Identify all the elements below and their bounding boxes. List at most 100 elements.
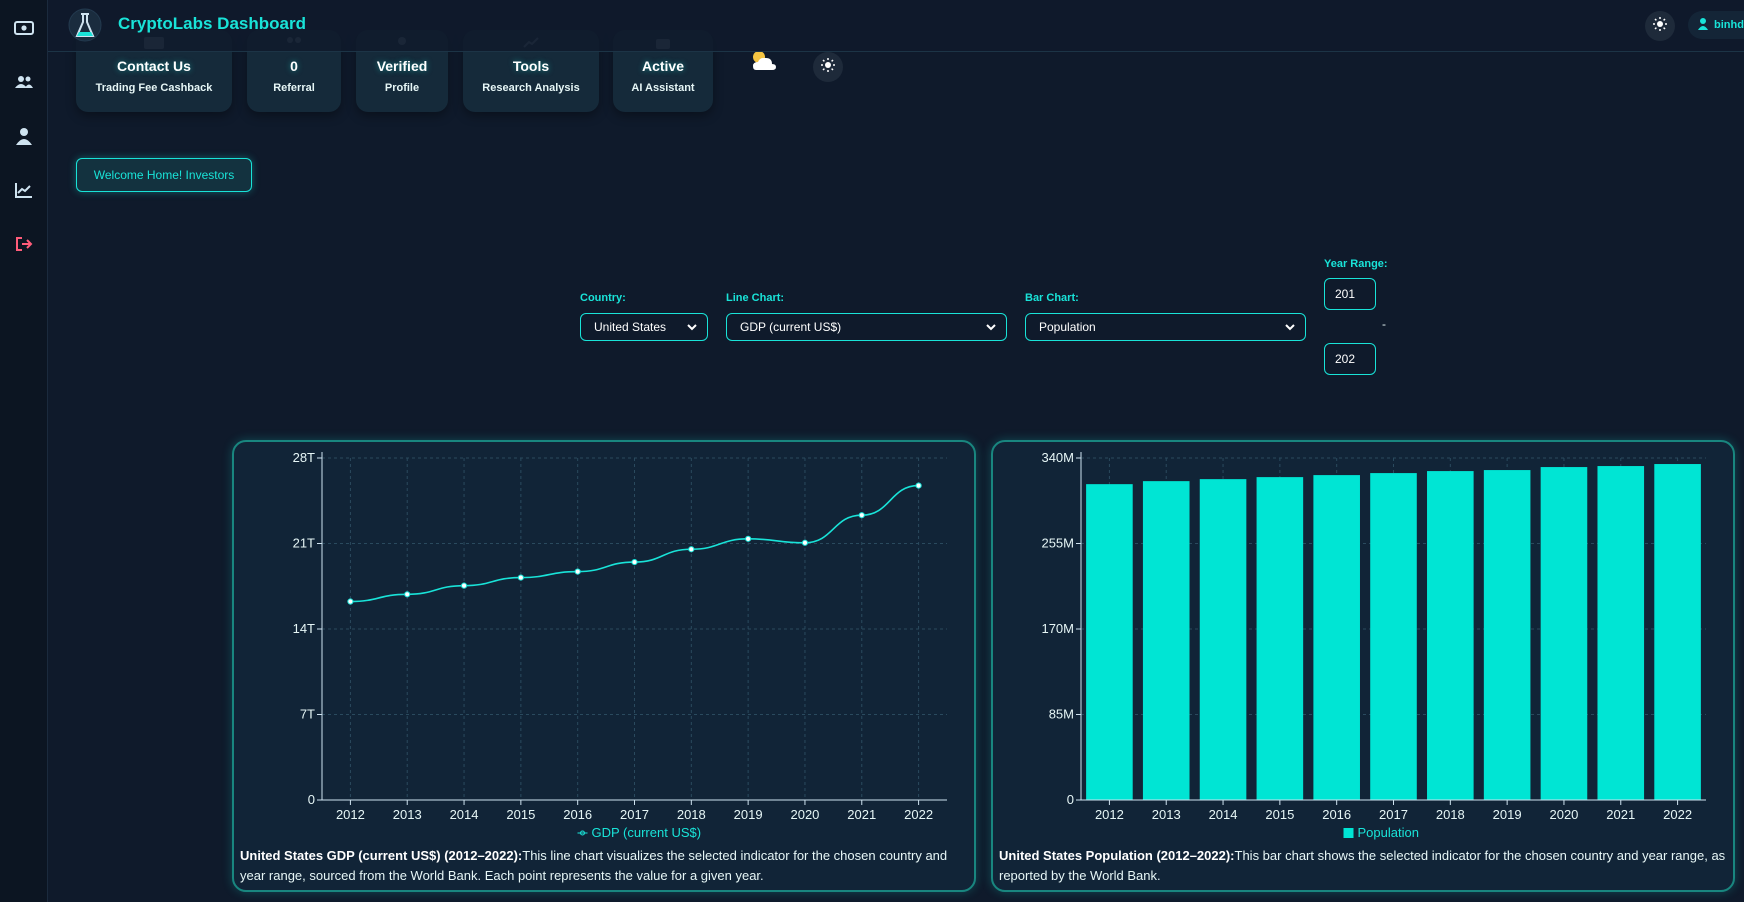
bar-chart-select[interactable]: Population bbox=[1025, 313, 1306, 341]
bar bbox=[1483, 470, 1531, 800]
y-tick-label: 340M bbox=[1041, 450, 1074, 465]
y-tick-label: 0 bbox=[1067, 792, 1074, 807]
line-chart-description: United States GDP (current US$) (2012–20… bbox=[240, 846, 974, 886]
welcome-button[interactable]: Welcome Home! Investors bbox=[76, 158, 252, 192]
card-label: Research Analysis bbox=[482, 82, 580, 94]
country-label: Country: bbox=[580, 292, 626, 304]
money-icon[interactable] bbox=[12, 16, 36, 40]
app-title: CryptoLabs Dashboard bbox=[118, 14, 306, 33]
y-tick-label: 21T bbox=[293, 536, 315, 551]
card-value: Tools bbox=[512, 58, 550, 74]
year-start-input[interactable]: 201 bbox=[1324, 278, 1376, 310]
x-tick-label: 2015 bbox=[1265, 807, 1294, 822]
country-value: United States bbox=[594, 320, 667, 334]
chart-line-icon[interactable] bbox=[12, 178, 36, 202]
chevron-down-icon bbox=[985, 321, 997, 336]
data-point bbox=[460, 582, 468, 589]
bar bbox=[1597, 466, 1645, 800]
line-chart-value: GDP (current US$) bbox=[740, 320, 842, 334]
data-point bbox=[574, 568, 581, 575]
x-tick-label: 2013 bbox=[1152, 807, 1181, 822]
x-tick-label: 2017 bbox=[620, 807, 649, 822]
data-point bbox=[801, 539, 809, 546]
data-point bbox=[858, 512, 865, 519]
data-point bbox=[517, 574, 524, 581]
bar bbox=[1086, 484, 1133, 800]
users-icon[interactable] bbox=[12, 70, 36, 94]
user-icon bbox=[1698, 17, 1708, 33]
legend-label: GDP (current US$) bbox=[592, 825, 702, 840]
legend-label: Population bbox=[1358, 825, 1419, 840]
bar-chart-desc-title: United States Population (2012–2022): bbox=[999, 848, 1235, 863]
country-select[interactable]: United States bbox=[580, 313, 708, 341]
x-tick-label: 2014 bbox=[450, 807, 479, 822]
data-point bbox=[745, 535, 752, 542]
user-icon[interactable] bbox=[12, 124, 36, 148]
line-chart-panel: 0 7T 14T 21T 28T 2012 2013 2014 2015 2016 2017 2018… bbox=[232, 440, 976, 892]
bar bbox=[1427, 471, 1474, 800]
x-tick-label: 2012 bbox=[1095, 807, 1124, 822]
x-tick-label: 2021 bbox=[847, 807, 876, 822]
y-tick-label: 255M bbox=[1041, 536, 1074, 551]
y-tick-label: 170M bbox=[1041, 621, 1074, 636]
chevron-down-icon bbox=[1284, 321, 1296, 336]
x-tick-label: 2015 bbox=[506, 807, 535, 822]
year-end-input[interactable]: 202 bbox=[1324, 343, 1376, 375]
card-value: Verified bbox=[376, 58, 428, 74]
logo-icon bbox=[68, 6, 102, 44]
x-tick-label: 2019 bbox=[734, 807, 763, 822]
card-value: Active bbox=[641, 58, 685, 74]
bar bbox=[1540, 467, 1588, 800]
data-point bbox=[404, 591, 411, 598]
x-tick-label: 2019 bbox=[1493, 807, 1522, 822]
data-point bbox=[631, 558, 638, 566]
weather-icon bbox=[748, 48, 778, 74]
bar bbox=[1199, 479, 1247, 800]
bar bbox=[1142, 481, 1190, 800]
card-value: 0 bbox=[290, 58, 298, 74]
theme-toggle-button[interactable] bbox=[813, 52, 843, 82]
data-point bbox=[915, 482, 922, 489]
x-tick-label: 2016 bbox=[1322, 807, 1351, 822]
x-tick-label: 2020 bbox=[790, 807, 819, 822]
x-tick-label: 2020 bbox=[1549, 807, 1578, 822]
year-range-label: Year Range: bbox=[1324, 258, 1388, 270]
card-label: Trading Fee Cashback bbox=[95, 82, 213, 94]
card-label: AI Assistant bbox=[631, 82, 695, 94]
x-tick-label: 2012 bbox=[336, 807, 365, 822]
line-chart-label: Line Chart: bbox=[726, 292, 785, 304]
y-tick-label: 85M bbox=[1049, 707, 1074, 722]
x-tick-label: 2022 bbox=[1663, 807, 1692, 822]
x-tick-label: 2014 bbox=[1209, 807, 1238, 822]
y-tick-label: 7T bbox=[300, 707, 315, 722]
x-tick-label: 2021 bbox=[1606, 807, 1635, 822]
data-point bbox=[347, 598, 354, 605]
bar-chart-panel: 0 85M 170M 255M 340M 2012 2013 2014 2015 2016 2017… bbox=[991, 440, 1735, 892]
card-value: Contact Us bbox=[117, 58, 191, 74]
x-tick-label: 2013 bbox=[393, 807, 422, 822]
card-label: Referral bbox=[273, 82, 315, 94]
user-menu-button[interactable]: binhdu bbox=[1688, 11, 1744, 39]
sun-icon bbox=[1653, 16, 1667, 36]
bar-chart: 0 85M 170M 255M 340M 2012 2013 2014 2015 2016 2017… bbox=[1041, 450, 1706, 840]
x-tick-label: 2022 bbox=[904, 807, 933, 822]
bar bbox=[1256, 477, 1304, 800]
x-tick-label: 2017 bbox=[1379, 807, 1408, 822]
y-tick-label: 0 bbox=[308, 792, 315, 807]
bar-chart-description: United States Population (2012–2022):Thi… bbox=[999, 846, 1733, 886]
theme-toggle-button[interactable] bbox=[1645, 11, 1675, 41]
x-tick-label: 2018 bbox=[677, 807, 706, 822]
sun-icon bbox=[821, 57, 835, 77]
username: binhdu bbox=[1714, 19, 1744, 31]
year-range-separator: - bbox=[1382, 317, 1386, 331]
sidebar bbox=[0, 0, 48, 902]
line-chart-desc-title: United States GDP (current US$) (2012–20… bbox=[240, 848, 523, 863]
line-chart-select[interactable]: GDP (current US$) bbox=[726, 313, 1007, 341]
logout-icon[interactable] bbox=[12, 232, 36, 256]
chevron-down-icon bbox=[686, 321, 698, 336]
line-chart: 0 7T 14T 21T 28T 2012 2013 2014 2015 2016 2017 2018… bbox=[293, 450, 947, 840]
bar-chart-desc-text: This bar chart shows the selected indica… bbox=[999, 848, 1726, 883]
bar-chart-label: Bar Chart: bbox=[1025, 292, 1079, 304]
data-point bbox=[688, 546, 695, 553]
bar bbox=[1370, 473, 1417, 800]
